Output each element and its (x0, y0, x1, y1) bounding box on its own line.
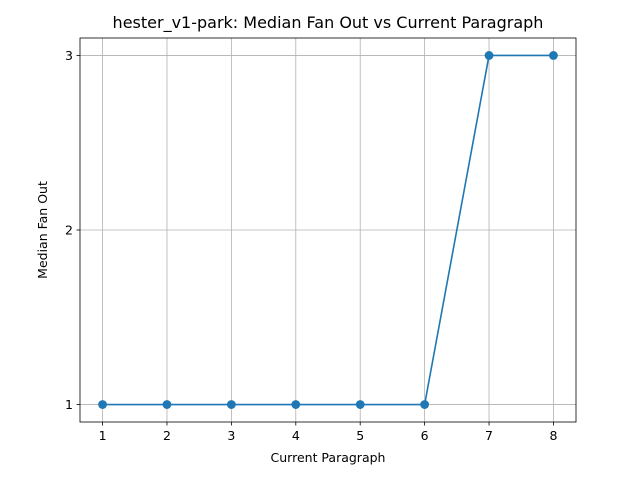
data-point (291, 400, 301, 409)
x-tick-label: 3 (227, 428, 235, 443)
x-tick-label: 7 (485, 428, 493, 443)
x-tick-label: 6 (421, 428, 429, 443)
data-point (355, 400, 365, 409)
data-point (226, 400, 236, 409)
data-point (420, 400, 430, 409)
y-tick-label: 1 (65, 397, 73, 412)
x-tick-label: 4 (292, 428, 300, 443)
y-tick-label: 3 (65, 48, 73, 63)
y-tick-label: 2 (65, 223, 73, 238)
x-tick-label: 2 (163, 428, 171, 443)
series-line (102, 54, 554, 406)
data-point (484, 51, 494, 60)
grid-lines (80, 38, 576, 422)
x-axis-label: Current Paragraph (271, 450, 386, 465)
series-layer (98, 51, 558, 409)
chart-title: hester_v1-park: Median Fan Out vs Curren… (113, 13, 544, 33)
x-tick-label: 8 (549, 428, 557, 443)
x-tick-label: 1 (99, 428, 107, 443)
y-axis-label: Median Fan Out (35, 181, 50, 279)
data-point (162, 400, 172, 409)
x-tick-label: 5 (356, 428, 364, 443)
data-point (98, 400, 107, 409)
axis-ticks: 1 2 3 4 5 6 7 8 1 2 3 (65, 48, 557, 443)
data-point (549, 51, 558, 60)
